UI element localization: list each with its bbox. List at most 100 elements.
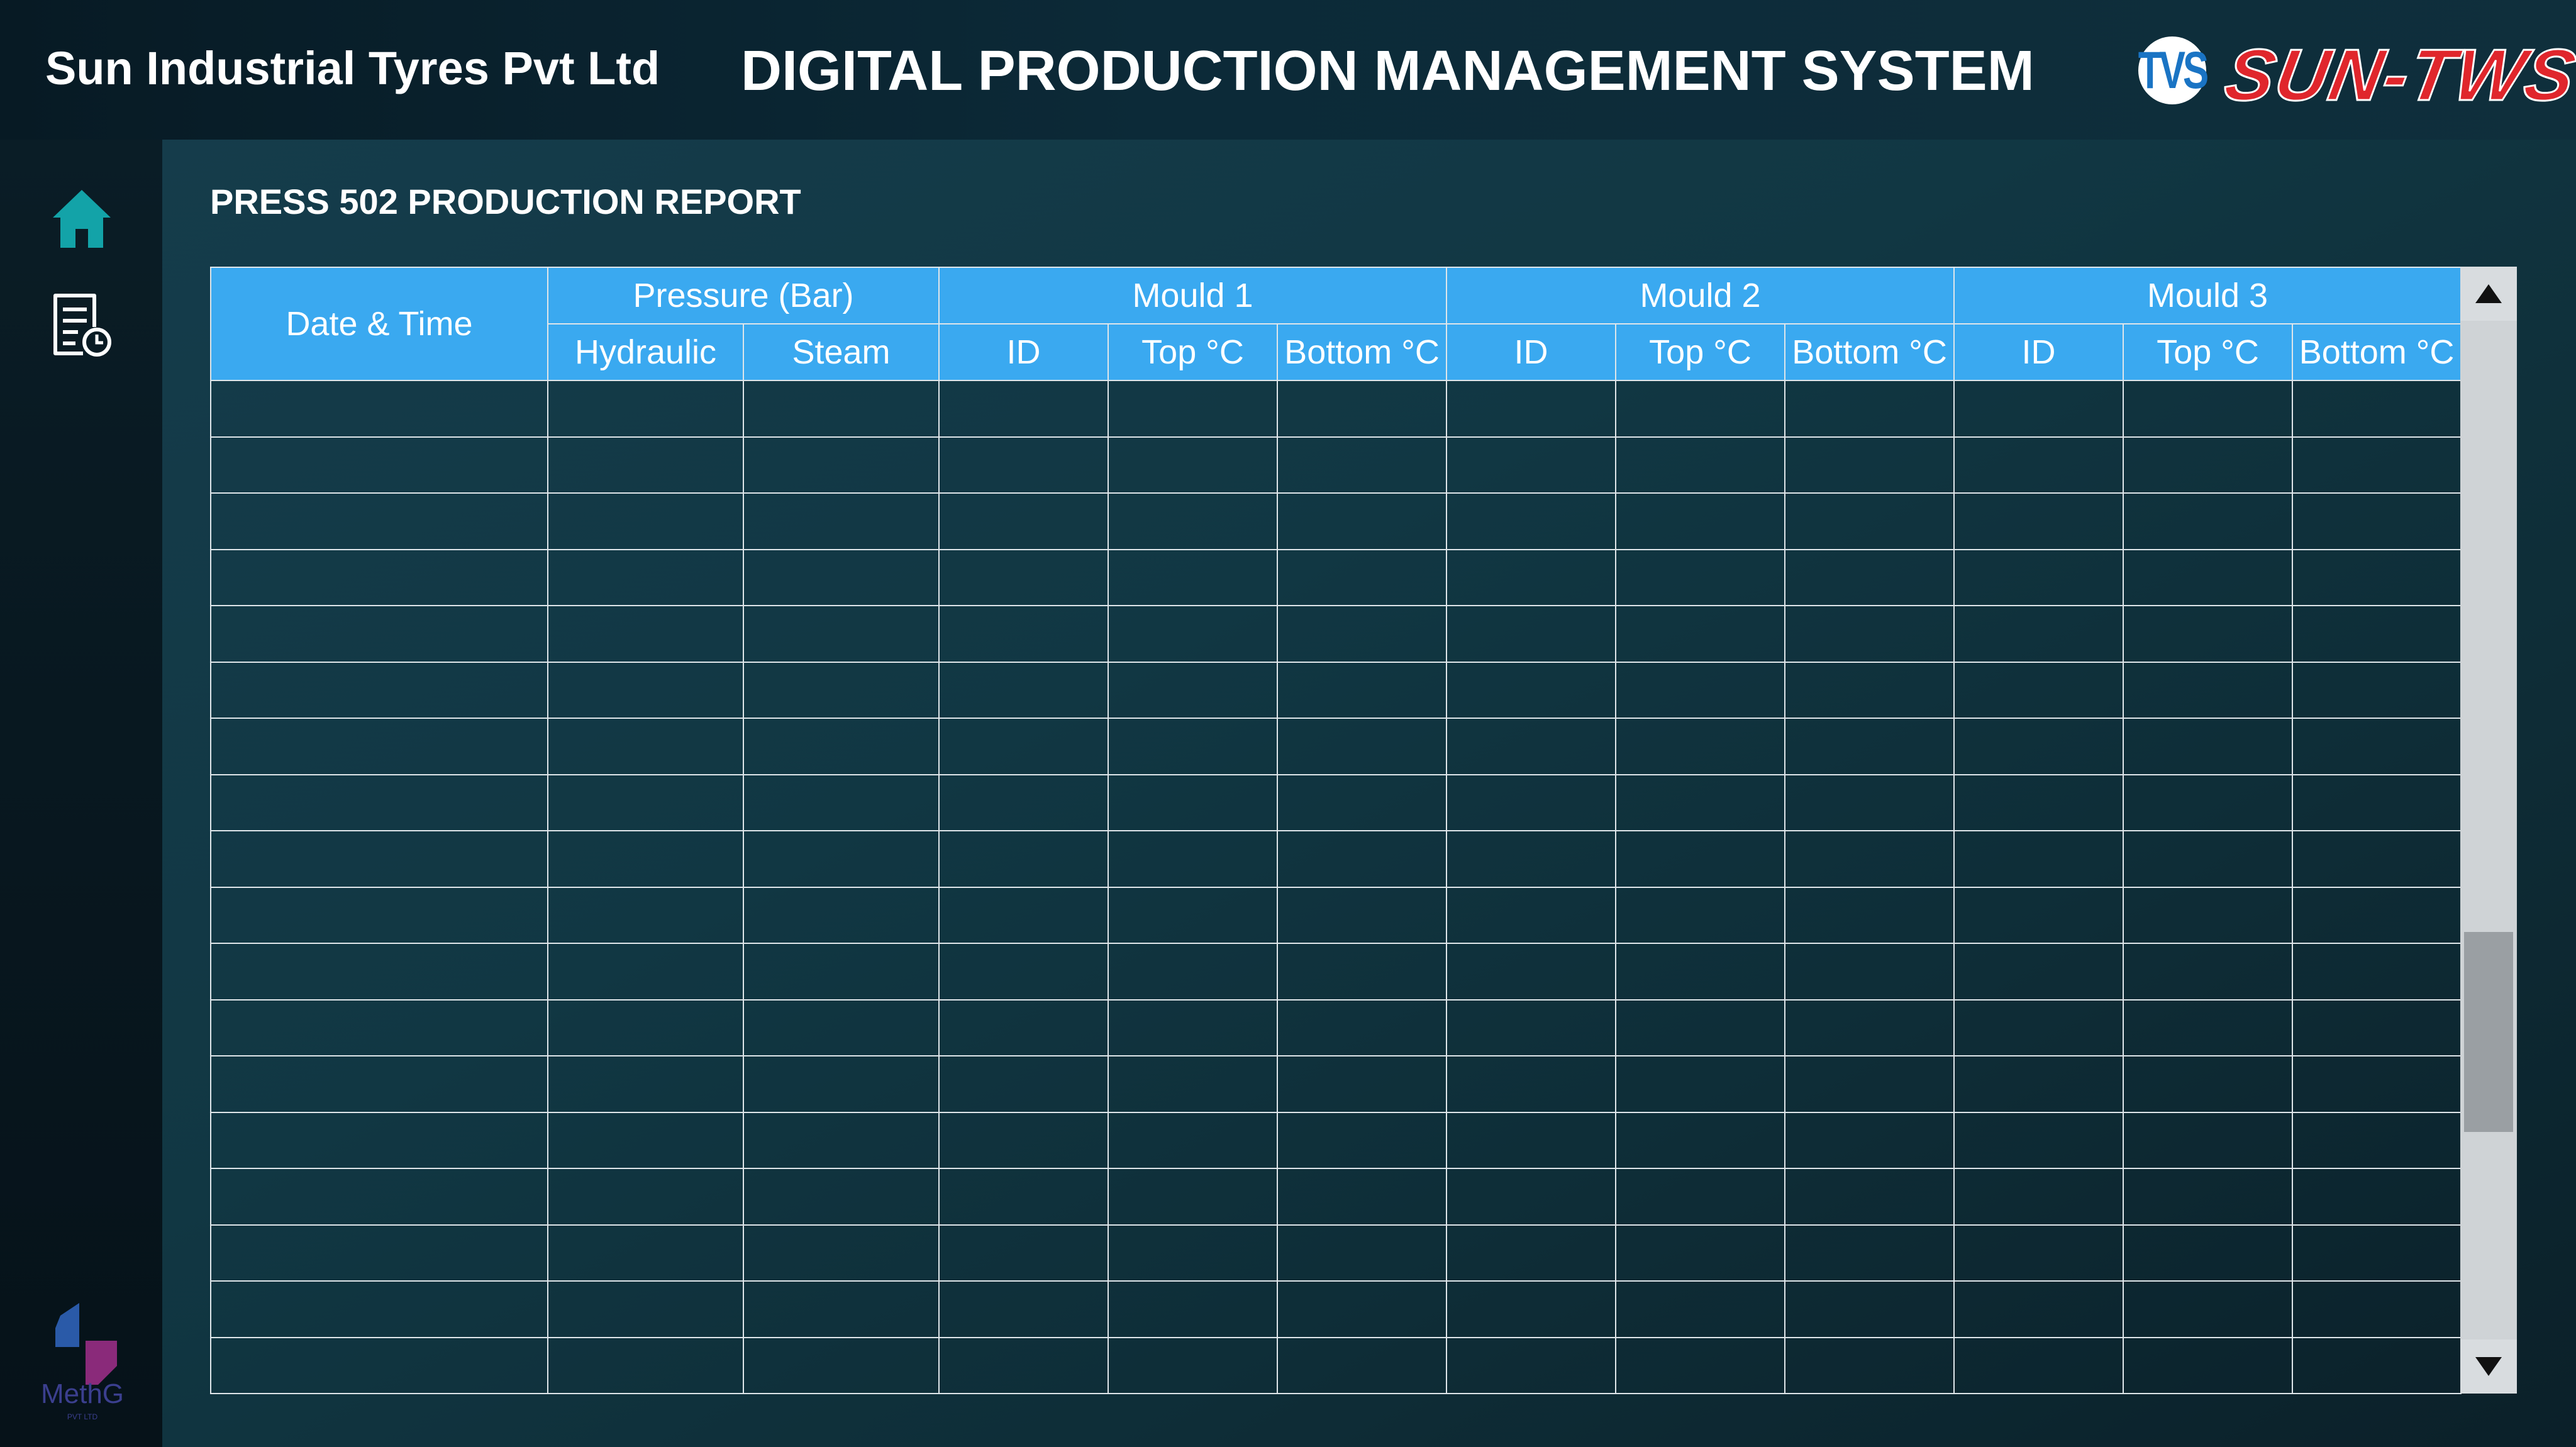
table-row[interactable] — [210, 830, 2462, 888]
table-cell[interactable] — [1615, 773, 1786, 831]
table-cell[interactable] — [2292, 492, 2462, 550]
table-cell[interactable] — [210, 548, 548, 606]
table-cell[interactable] — [1446, 436, 1617, 494]
table-cell[interactable] — [210, 886, 548, 944]
table-cell[interactable] — [1108, 436, 1278, 494]
sidebar-item-report[interactable] — [50, 291, 113, 360]
table-cell[interactable] — [2292, 1224, 2462, 1282]
table-cell[interactable] — [1615, 492, 1786, 550]
table-cell[interactable] — [1953, 1055, 2124, 1113]
table-cell[interactable] — [2123, 1055, 2294, 1113]
table-cell[interactable] — [1615, 1055, 1786, 1113]
table-cell[interactable] — [1276, 830, 1448, 888]
table-cell[interactable] — [210, 999, 548, 1056]
table-cell[interactable] — [2123, 830, 2294, 888]
table-cell[interactable] — [1276, 943, 1448, 1001]
table-cell[interactable] — [1276, 1280, 1448, 1338]
table-cell[interactable] — [1108, 605, 1278, 663]
table-cell[interactable] — [1784, 943, 1955, 1001]
table-cell[interactable] — [1108, 718, 1278, 775]
table-cell[interactable] — [547, 1111, 744, 1169]
table-cell[interactable] — [1446, 999, 1617, 1056]
table-cell[interactable] — [1784, 830, 1955, 888]
table-cell[interactable] — [2123, 1336, 2294, 1394]
table-cell[interactable] — [1615, 718, 1786, 775]
table-cell[interactable] — [1953, 773, 2124, 831]
table-cell[interactable] — [1953, 1280, 2124, 1338]
table-cell[interactable] — [1953, 718, 2124, 775]
table-cell[interactable] — [2123, 1280, 2294, 1338]
column-header-mould-1-id[interactable]: ID — [938, 323, 1109, 381]
table-cell[interactable] — [547, 999, 744, 1056]
table-cell[interactable] — [547, 548, 744, 606]
table-cell[interactable] — [210, 1336, 548, 1394]
scroll-down-button[interactable] — [2460, 1339, 2517, 1394]
table-cell[interactable] — [1276, 548, 1448, 606]
table-cell[interactable] — [1615, 999, 1786, 1056]
table-cell[interactable] — [938, 718, 1109, 775]
table-cell[interactable] — [1953, 1224, 2124, 1282]
table-cell[interactable] — [2292, 548, 2462, 606]
table-cell[interactable] — [1446, 548, 1617, 606]
table-row[interactable] — [210, 1055, 2462, 1113]
column-header-hydraulic[interactable]: Hydraulic — [547, 323, 744, 381]
table-cell[interactable] — [2123, 718, 2294, 775]
table-row[interactable] — [210, 999, 2462, 1056]
table-cell[interactable] — [938, 1168, 1109, 1226]
table-cell[interactable] — [210, 436, 548, 494]
table-cell[interactable] — [210, 605, 548, 663]
table-cell[interactable] — [1446, 661, 1617, 719]
table-cell[interactable] — [547, 492, 744, 550]
table-cell[interactable] — [2292, 605, 2462, 663]
table-cell[interactable] — [1446, 1224, 1617, 1282]
table-cell[interactable] — [1953, 605, 2124, 663]
table-cell[interactable] — [1615, 1224, 1786, 1282]
table-cell[interactable] — [1446, 1111, 1617, 1169]
table-cell[interactable] — [547, 1224, 744, 1282]
table-cell[interactable] — [1784, 548, 1955, 606]
table-cell[interactable] — [210, 1168, 548, 1226]
table-cell[interactable] — [743, 1111, 940, 1169]
table-row[interactable] — [210, 436, 2462, 494]
table-cell[interactable] — [2123, 886, 2294, 944]
column-header-mould-1-top[interactable]: Top °C — [1108, 323, 1278, 381]
table-cell[interactable] — [743, 1055, 940, 1113]
column-header-mould-2-bottom[interactable]: Bottom °C — [1784, 323, 1955, 381]
table-cell[interactable] — [1953, 1168, 2124, 1226]
table-cell[interactable] — [1446, 886, 1617, 944]
table-cell[interactable] — [938, 999, 1109, 1056]
table-cell[interactable] — [743, 661, 940, 719]
table-cell[interactable] — [1276, 1111, 1448, 1169]
table-cell[interactable] — [1108, 1280, 1278, 1338]
table-cell[interactable] — [938, 1224, 1109, 1282]
table-cell[interactable] — [2292, 830, 2462, 888]
table-cell[interactable] — [210, 943, 548, 1001]
table-cell[interactable] — [938, 548, 1109, 606]
table-cell[interactable] — [1108, 1055, 1278, 1113]
sidebar-item-home[interactable] — [50, 185, 113, 254]
table-cell[interactable] — [938, 773, 1109, 831]
table-cell[interactable] — [2123, 661, 2294, 719]
table-cell[interactable] — [547, 943, 744, 1001]
table-cell[interactable] — [743, 492, 940, 550]
table-cell[interactable] — [743, 773, 940, 831]
table-cell[interactable] — [1615, 1168, 1786, 1226]
table-cell[interactable] — [1446, 943, 1617, 1001]
table-cell[interactable] — [1784, 773, 1955, 831]
table-row[interactable] — [210, 1224, 2462, 1282]
table-cell[interactable] — [1784, 1055, 1955, 1113]
table-row[interactable] — [210, 605, 2462, 663]
table-cell[interactable] — [1953, 830, 2124, 888]
vertical-scrollbar[interactable] — [2460, 267, 2517, 1394]
table-cell[interactable] — [1615, 436, 1786, 494]
table-cell[interactable] — [2292, 1111, 2462, 1169]
table-cell[interactable] — [1953, 1336, 2124, 1394]
table-cell[interactable] — [1446, 492, 1617, 550]
table-cell[interactable] — [2292, 886, 2462, 944]
table-cell[interactable] — [743, 1224, 940, 1282]
table-cell[interactable] — [938, 830, 1109, 888]
table-cell[interactable] — [547, 605, 744, 663]
table-cell[interactable] — [1276, 886, 1448, 944]
table-row[interactable] — [210, 886, 2462, 944]
table-cell[interactable] — [1108, 492, 1278, 550]
